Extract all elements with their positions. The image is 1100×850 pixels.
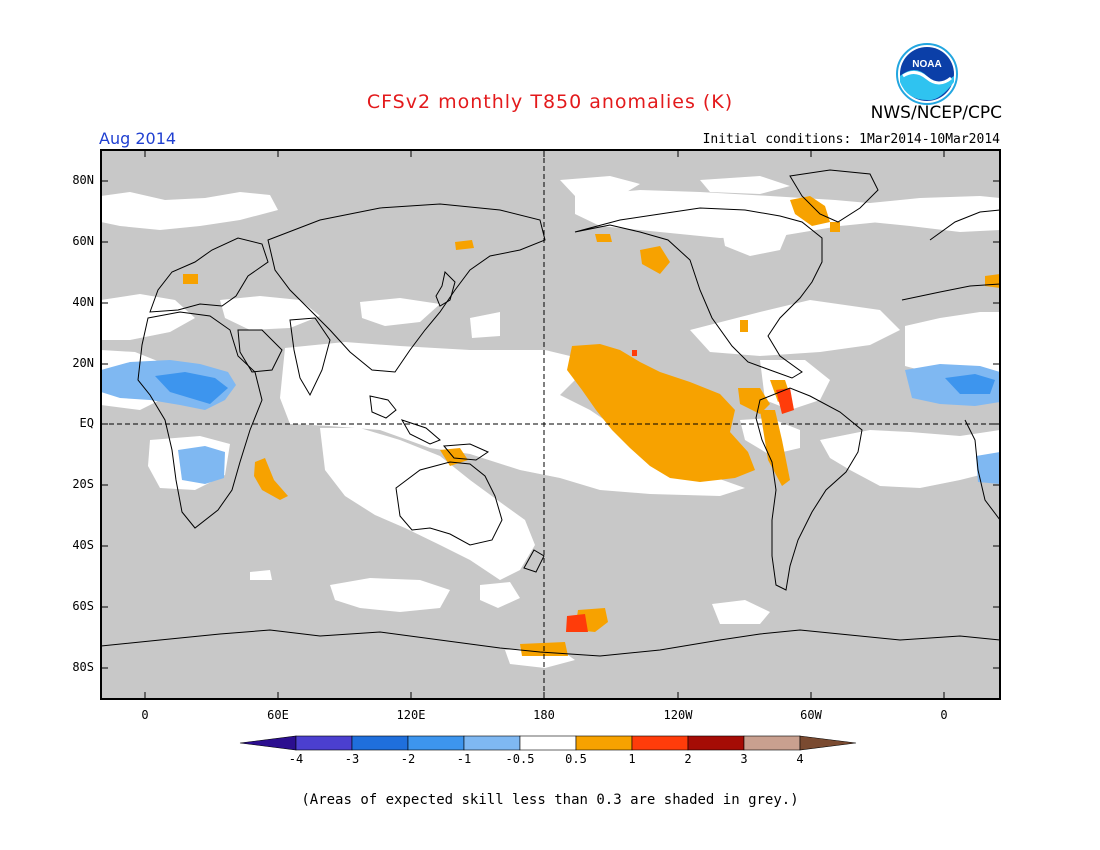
lon-label-60e: 60E bbox=[267, 708, 289, 722]
coastlines bbox=[101, 169, 1000, 657]
colorbar-label-p4: 4 bbox=[796, 752, 804, 766]
colorbar-arrow-low bbox=[239, 735, 297, 751]
page-title: CFSv2 monthly T850 anomalies (K) bbox=[366, 91, 734, 113]
agency-label: NWS/NCEP/CPC bbox=[870, 103, 1002, 123]
latitude-ticks bbox=[101, 180, 1000, 669]
positive-anomaly-regions bbox=[183, 196, 1000, 656]
lon-label-120e: 120E bbox=[396, 708, 426, 722]
longitude-ticks bbox=[144, 150, 945, 699]
logo-text: NOAA bbox=[912, 59, 941, 70]
initial-conditions-label: Initial conditions: 1Mar2014-10Mar2014 bbox=[702, 132, 1000, 147]
strong-negative-anomaly-regions bbox=[155, 372, 995, 404]
colorbar-label-m2: -2 bbox=[400, 752, 416, 766]
colorbar-swatch bbox=[575, 735, 633, 751]
colorbar-label-p2: 2 bbox=[684, 752, 692, 766]
strong-positive-anomaly-regions bbox=[566, 350, 794, 632]
lon-label-180: 180 bbox=[533, 708, 555, 722]
colorbar-label-m05: -0.5 bbox=[505, 752, 535, 766]
noaa-logo: NOAA bbox=[896, 43, 958, 105]
colorbar-swatch bbox=[463, 735, 521, 751]
colorbar-label-p1: 1 bbox=[628, 752, 636, 766]
colorbar-swatch bbox=[519, 735, 577, 751]
lat-label-20n: 20N bbox=[72, 356, 94, 370]
valid-month-label: Aug 2014 bbox=[99, 129, 177, 148]
colorbar-swatch bbox=[351, 735, 409, 751]
lon-label-120w: 120W bbox=[663, 708, 693, 722]
colorbar-swatch bbox=[743, 735, 801, 751]
lon-label-60w: 60W bbox=[800, 708, 822, 722]
colorbar-swatch bbox=[407, 735, 465, 751]
lat-label-20s: 20S bbox=[72, 477, 94, 491]
colorbar-swatch bbox=[687, 735, 745, 751]
colorbar-swatch bbox=[631, 735, 689, 751]
lat-label-60n: 60N bbox=[72, 234, 94, 248]
colorbar-arrow-high bbox=[799, 735, 857, 751]
colorbar-swatch bbox=[295, 735, 353, 751]
lat-label-80n: 80N bbox=[72, 173, 94, 187]
lon-label-0-left: 0 bbox=[141, 708, 149, 722]
colorbar-label-m1: -1 bbox=[456, 752, 472, 766]
colorbar-label-m3: -3 bbox=[344, 752, 360, 766]
lat-label-40n: 40N bbox=[72, 295, 94, 309]
colorbar-label-p3: 3 bbox=[740, 752, 748, 766]
lat-label-80s: 80S bbox=[72, 660, 94, 674]
lat-label-eq: EQ bbox=[79, 416, 94, 430]
lon-label-0-right: 0 bbox=[940, 708, 948, 722]
lat-label-60s: 60S bbox=[72, 599, 94, 613]
skill-footnote: (Areas of expected skill less than 0.3 a… bbox=[301, 792, 799, 808]
colorbar-label-p05: 0.5 bbox=[565, 752, 587, 766]
colorbar-label-m4: -4 bbox=[288, 752, 304, 766]
lat-label-40s: 40S bbox=[72, 538, 94, 552]
